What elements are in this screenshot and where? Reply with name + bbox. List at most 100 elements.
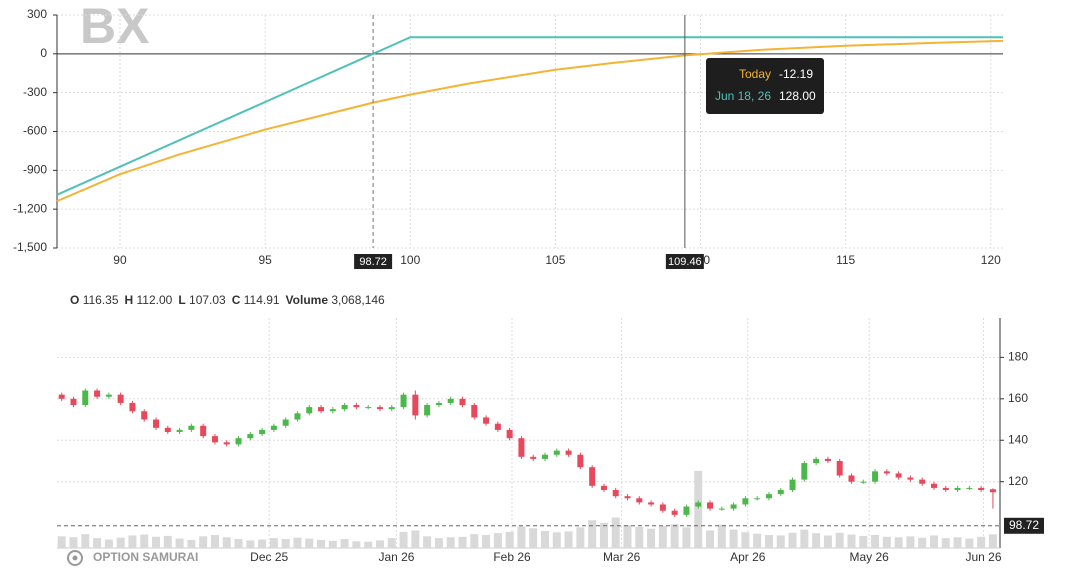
candle-body [754,498,761,500]
y-tick-label: 160 [1008,391,1028,405]
volume-bar [199,536,208,548]
candle-body [306,407,313,414]
candle-body [813,458,820,464]
candle-body [636,498,643,503]
x-tick-label: Mar 26 [603,550,641,564]
volume-bar [741,532,750,548]
candle-body [400,394,407,408]
volume-bar [163,535,172,548]
candle-body [294,413,301,420]
volume-bar [647,528,656,548]
candle-body [353,405,360,408]
candle-body [200,425,207,437]
marker-label: 98.72 [359,256,387,268]
candle-body [707,502,714,509]
candle-body [659,504,666,511]
candle-body [801,463,808,480]
candle-body [318,407,325,412]
y-tick-label: -900 [23,163,47,177]
volume-bar [140,534,149,548]
candle-body [671,510,678,515]
candle-body [494,423,501,430]
y-tick-label: -300 [23,85,47,99]
volume-bar [552,532,561,548]
y-tick-label: -1,500 [13,240,47,254]
candle-body [872,471,879,482]
volume-bar [918,537,927,548]
candle-body [930,483,937,488]
candle-body [365,407,372,409]
brand-logo [67,550,83,566]
candle-body [188,425,195,430]
legend-key: L [178,293,186,307]
watermark: BX [80,0,149,54]
volume-bar [423,536,432,548]
volume-bar [128,535,137,548]
candle-body [235,438,242,445]
volume-bar [941,538,950,548]
candle-body [789,479,796,490]
volume-bar [859,535,868,548]
candle-body [695,502,702,507]
tooltip-name: Today [739,67,771,81]
volume-bar [965,538,974,548]
legend-value: 112.00 [136,293,173,307]
candle-body [259,429,266,435]
x-tick-label: 90 [113,253,127,267]
volume-bar [729,529,738,548]
candle-body [907,477,914,480]
candle-body [164,427,171,432]
candle-body [530,456,537,459]
volume-bar [882,536,891,548]
candle-body [141,411,148,420]
candle-body [247,434,254,439]
volume-bar [906,536,915,548]
volume-bar [576,527,585,548]
volume-bar [599,522,608,548]
volume-bar [93,538,102,548]
candle-body [730,504,737,509]
volume-bar [764,534,773,548]
volume-bar [929,535,938,548]
x-tick-label: Jan 26 [378,550,414,564]
marker-label-box [665,254,704,269]
x-tick-label: 115 [836,253,855,267]
volume-bar [529,528,538,548]
volume-bar [482,534,491,548]
candle-body [282,419,289,426]
volume-bar [611,517,620,548]
candle-body [883,471,890,474]
candle-body [742,498,749,505]
candle-body [966,487,973,489]
candle-body [412,394,419,416]
volume-bar [104,539,113,548]
candle-body [860,481,867,483]
candle-body [376,407,383,410]
candle-body [612,489,619,497]
x-tick-label: Jun 26 [965,550,1001,564]
volume-bar [293,537,302,548]
volume-bar [57,536,66,548]
marker-label: 109.46 [668,256,702,268]
volume-bar [682,527,691,548]
x-tick-label: 120 [981,253,1001,267]
brand-name: OPTION SAMURAI [93,550,198,564]
volume-bar [69,537,78,548]
volume-bar [541,530,550,548]
volume-bar [387,538,396,548]
candle-body [565,450,572,455]
candle-body [836,460,843,476]
volume-bar [517,526,526,548]
candle-body [989,489,996,493]
volume-bar [812,533,821,548]
candle-body [329,409,336,412]
volume-bar [470,534,479,548]
x-tick-label: May 26 [849,550,889,564]
volume-bar [222,537,231,548]
volume-bar [258,539,267,548]
volume-bar [977,536,986,548]
candle-body [553,450,560,455]
candle-body [919,479,926,484]
volume-bar [505,531,514,548]
